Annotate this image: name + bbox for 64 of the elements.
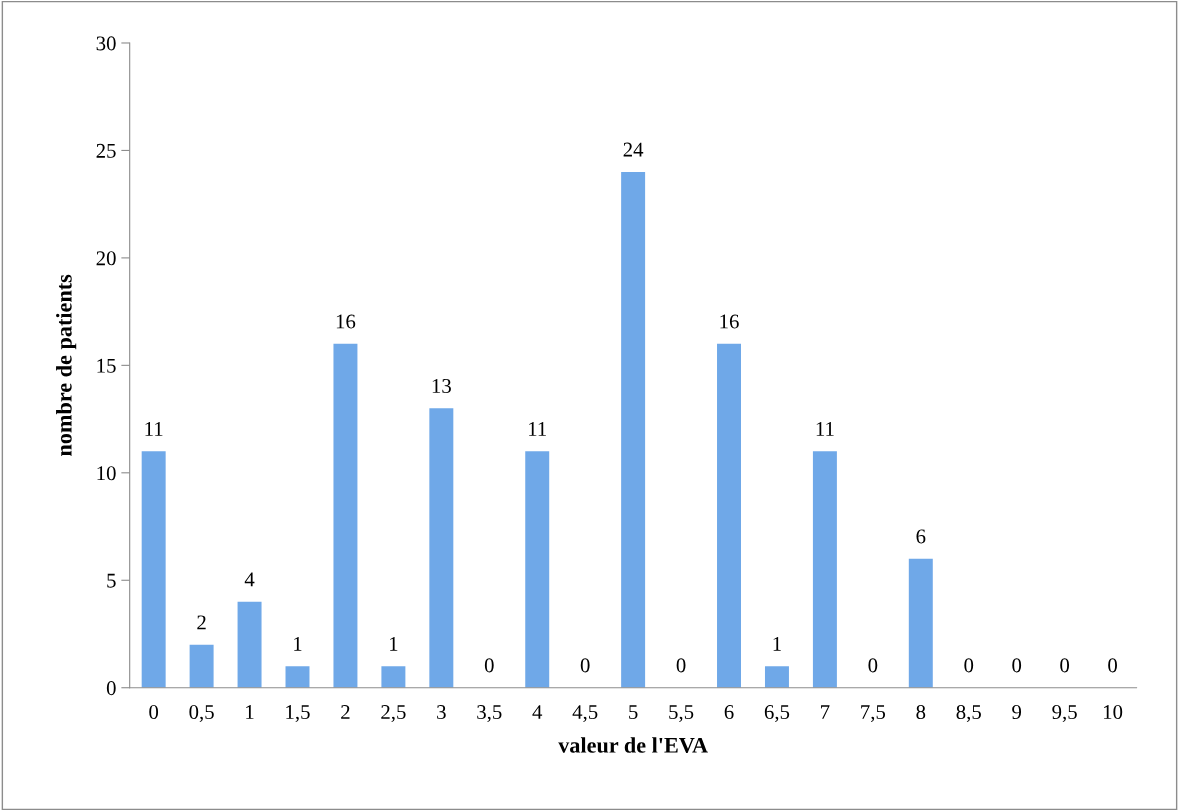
y-axis-title: nombre de patients (56, 274, 77, 456)
data-label: 0 (580, 658, 590, 673)
data-label: 24 (623, 142, 644, 157)
bar (333, 343, 358, 688)
data-label: 11 (816, 422, 834, 436)
bar (812, 451, 837, 688)
data-label: 6 (916, 529, 926, 544)
bar (381, 666, 406, 688)
y-tick-label: 0 (106, 681, 116, 696)
y-tick-label: 5 (107, 573, 116, 588)
x-tick-label: 5 (629, 705, 638, 720)
x-tick-label: 0 (149, 705, 159, 720)
bar (141, 451, 166, 688)
x-tick-label: 6 (724, 705, 734, 720)
x-tick-label: 8 (916, 705, 926, 720)
data-label: 0 (1012, 658, 1022, 673)
data-label: 0 (1060, 658, 1070, 673)
data-label: 16 (720, 314, 739, 329)
bar (237, 601, 262, 688)
bar (621, 171, 646, 688)
bar (285, 666, 310, 688)
x-tick-label: 6,5 (764, 705, 790, 723)
bar (764, 666, 789, 688)
x-tick-label: 7,5 (861, 705, 886, 723)
x-tick-label: 3,5 (477, 705, 502, 723)
x-axis-title: valeur de l'EVA (558, 737, 708, 753)
data-label: 1 (294, 636, 302, 651)
x-tick-label: 9,5 (1052, 705, 1077, 723)
bar (717, 343, 741, 688)
x-tick-label: 7 (821, 705, 830, 719)
y-tick-label: 25 (96, 143, 116, 158)
data-label: 4 (244, 572, 255, 587)
x-tick-label: 2,5 (381, 705, 406, 723)
data-label: 0 (868, 658, 878, 673)
data-label: 13 (432, 379, 451, 393)
data-label: 2 (197, 615, 206, 630)
x-tick-label: 9 (1012, 705, 1022, 720)
y-tick-label: 10 (97, 466, 116, 481)
data-label: 11 (529, 422, 547, 436)
data-label: 0 (964, 658, 974, 673)
bar (429, 408, 454, 688)
x-tick-label: 0,5 (189, 705, 214, 723)
x-tick-label: 4,5 (572, 705, 598, 723)
x-tick-label: 8,5 (956, 705, 981, 723)
data-label: 0 (1108, 658, 1117, 673)
data-label: 1 (773, 636, 781, 651)
x-tick-label: 1,5 (286, 705, 310, 723)
data-label: 11 (145, 422, 163, 436)
x-tick-label: 1 (246, 705, 254, 719)
x-tick-label: 5,5 (669, 705, 694, 723)
bar (525, 451, 550, 688)
x-tick-label: 10 (1104, 705, 1123, 720)
x-tick-label: 4 (532, 705, 543, 719)
x-tick-label: 2 (341, 705, 350, 719)
y-tick-label: 20 (96, 251, 116, 266)
data-label: 1 (390, 636, 398, 651)
data-label: 16 (336, 314, 356, 329)
bar (908, 558, 933, 688)
bar (189, 644, 214, 688)
x-tick-label: 3 (437, 705, 446, 720)
data-label: 0 (484, 658, 494, 673)
y-tick-label: 30 (96, 36, 116, 51)
y-tick-label: 15 (97, 358, 116, 373)
data-label: 0 (676, 658, 686, 673)
